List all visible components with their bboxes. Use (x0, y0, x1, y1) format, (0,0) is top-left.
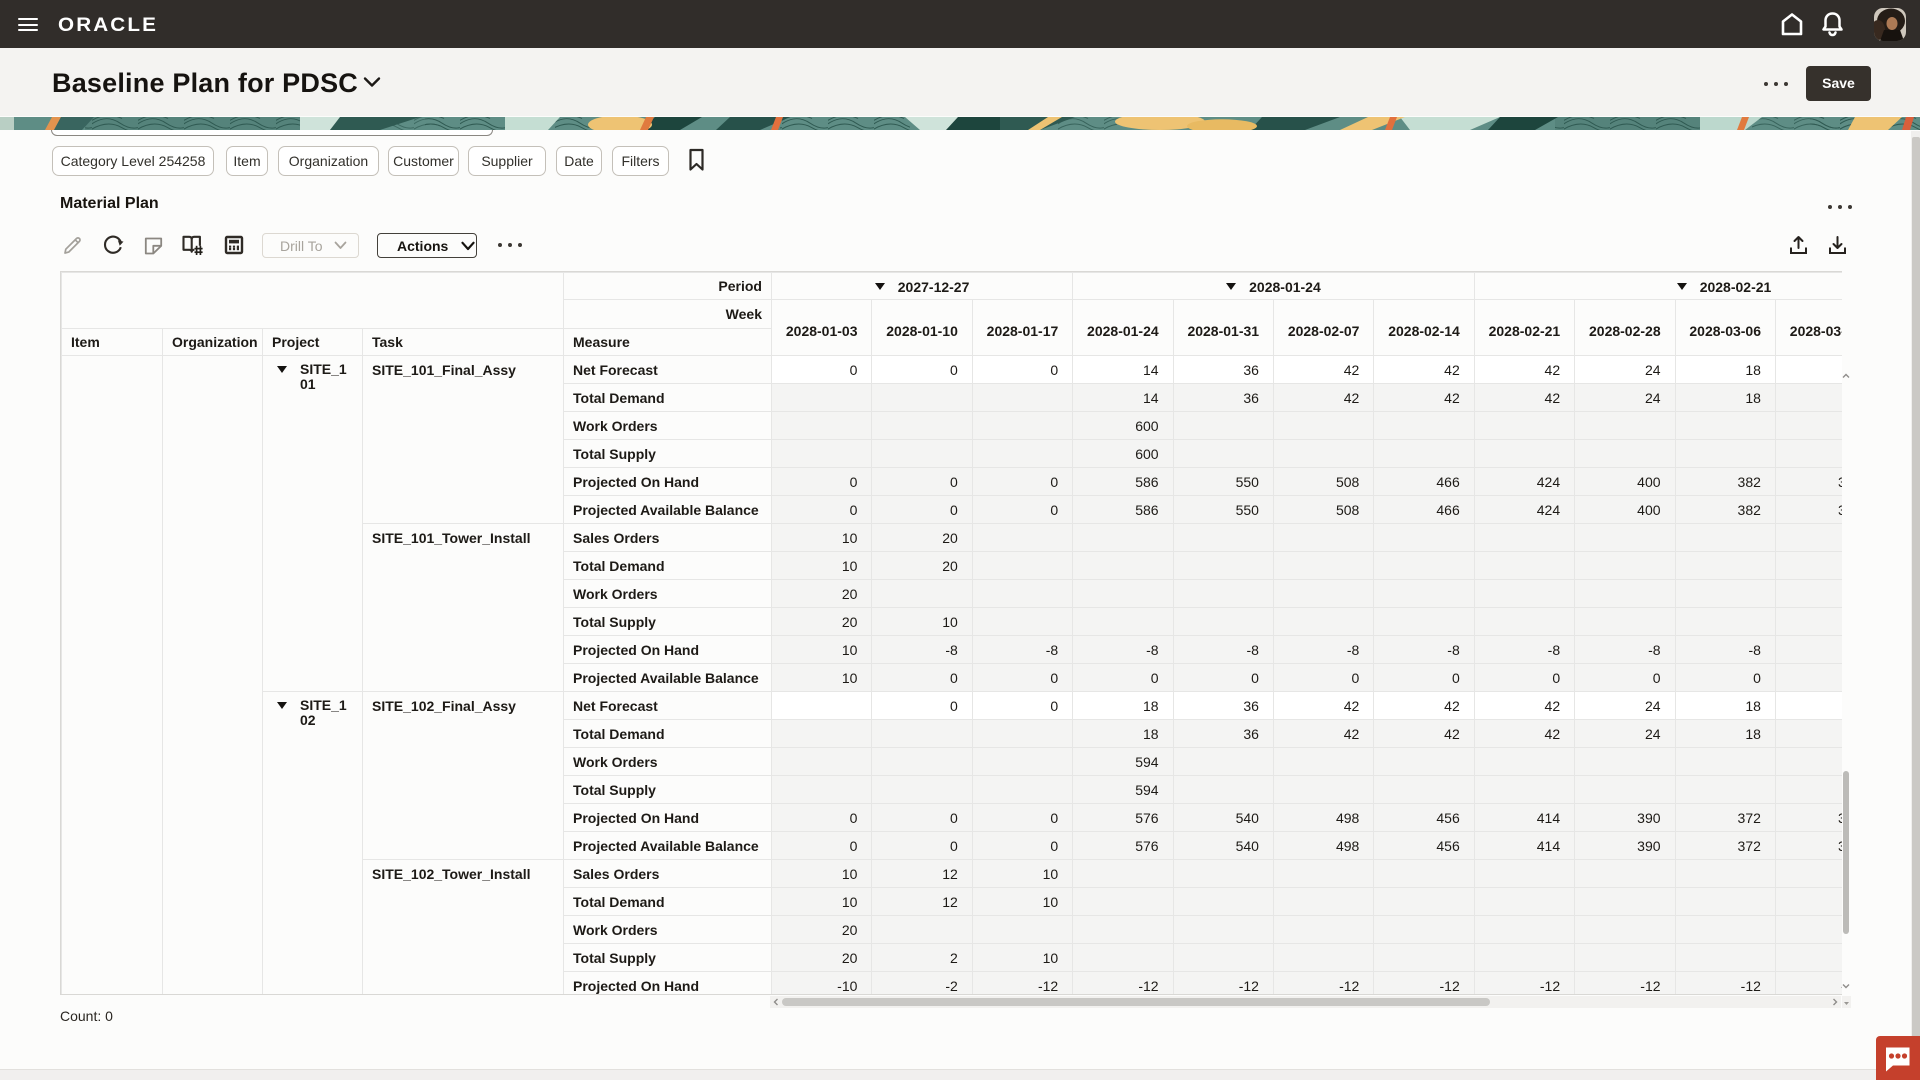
svg-text:ORACLE: ORACLE (58, 14, 158, 35)
